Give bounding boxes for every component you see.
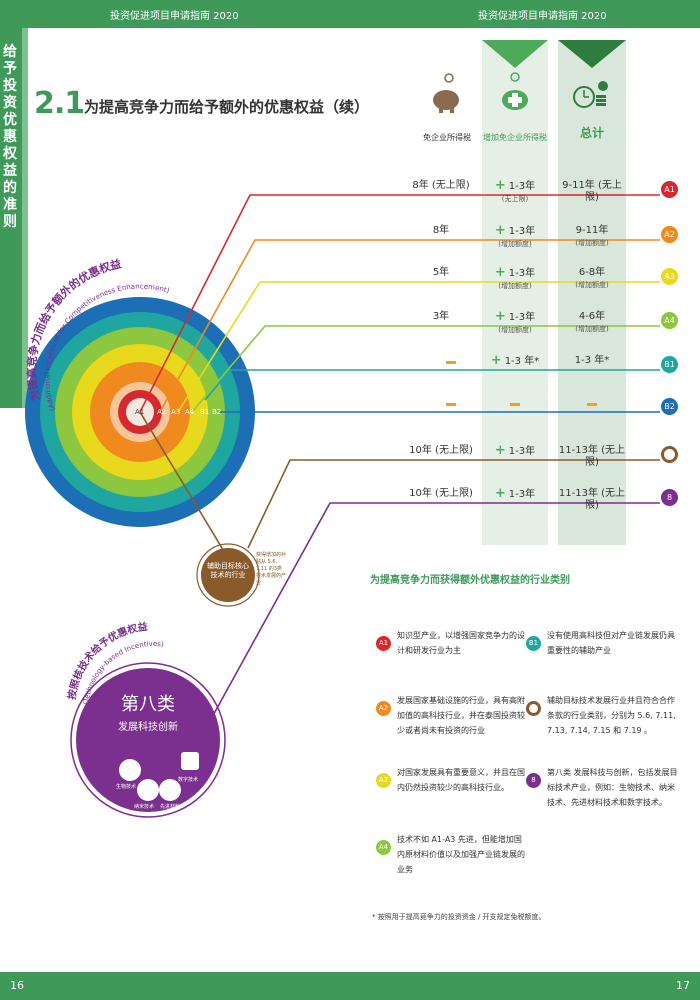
circle-arc-title: 为提高竞争力而给予额外的优惠权益 [24,256,122,402]
row-badge: B2 [661,398,678,415]
tech-arc-title: 按照核技术给予优惠权益 [65,620,148,701]
row-c1: 10年 (无上限) [409,445,473,456]
tech-icon-label-nano: 纳米技术 [134,804,155,810]
row-badge [661,446,678,463]
row-c1: 5年 [432,267,450,278]
row-c2: +1-3年 (增加额度) [494,309,536,334]
line-brown-link [139,411,229,559]
row-c1-dash [446,403,456,406]
row-c2: +1-3年 (无上限) [494,178,536,203]
side-tab-title: 给予投资优惠权益的准则 [3,44,17,230]
legend-badge: 8 [526,773,541,788]
row-badge: A2 [661,226,678,243]
column-total-bg [558,40,626,545]
legend-text: 技术不如 A1-A3 先进，但能增加国内原材料价值以及加强产业链发展的业务 [397,835,525,874]
nano-icon [137,779,159,801]
legend-badge: A2 [376,701,391,716]
legend-text: 辅助目标技术发展行业并且符合合作条款的行业类别，分别为 5.6, 7.11, 7… [547,696,676,735]
legend-badge: A3 [376,773,391,788]
section-title: 为提高竞争力而给予额外的优惠权益（续） [84,98,370,116]
column-header-3: 总计 [579,126,604,140]
row-badge: B1 [661,356,678,373]
row-c3-dash [587,403,597,406]
header-left: 投资促进项目申请指南 2020 [110,11,239,22]
circle-label-a3: A3 [171,408,181,416]
biotech-icon [119,759,141,781]
column-header-2: 增加免企业所得税 [483,133,547,142]
legend-text: 第八类 发展科技与创新，包括发展目标技术产业，例如：生物技术、纳米技术、先进材料… [547,768,678,807]
row-c1: 8年 [432,225,450,236]
brown-node-caption: 获得增加的补贴从 5.6, 7.11 的3类技术发展的产业 [256,552,287,586]
circle-arc-subtitle: (Additional Incentives for Competitivene… [43,282,170,412]
row-c1-dash [446,361,456,364]
tech-icon-label-bio: 生物技术 [116,784,137,790]
page-number-left: 16 [10,979,24,992]
circle-label-a2: A2 [157,408,167,416]
row-c2: +1-3年 (增加额度) [494,265,536,290]
row-c1: 8年 (无上限) [412,180,470,191]
legend-badge: A4 [376,840,391,855]
side-tab [0,28,22,408]
row-c3: 4-6年 (增加额度) [575,311,609,333]
brown-node-label: 辅助目标核心技术的行业 [207,562,249,579]
legend-badge: A1 [376,636,391,651]
row-c1: 10年 (无上限) [409,488,473,499]
side-accent [22,28,28,408]
circle-label-b1: B1 [200,408,210,416]
tech-icon-label-digital: 数字技术 [178,777,199,783]
row-c2: +1-3年 (增加额度) [494,223,536,248]
footnote: * 按照用于提高竞争力的投资资金 / 开支规定免税额度。 [372,913,546,921]
tech-subtitle: 发展科技创新 [118,722,178,733]
legend-text: 对国家发展具有重要意义，并且在国内仍然投资较少的高科技行业。 [397,768,525,792]
row-c2-dash [510,403,520,406]
tech-icon-label-material: 先进材料 [160,804,181,810]
digital-icon [181,752,199,770]
circle-label-b2: B2 [212,408,222,416]
column-header-1: 免企业所得税 [423,133,471,142]
tech-title: 第八类 [121,694,175,715]
footer-bar: 16 17 [0,972,700,1000]
header-right: 投资促进项目申请指南 2020 [478,11,607,22]
legend-badge [526,701,541,716]
piggy-bank-icon [433,73,459,113]
row-c3: 6-8年 (增加额度) [575,267,609,289]
row-c3: 9-11年 (增加额度) [575,225,609,247]
row-c3: 11-13年 (无上限) [558,488,626,511]
legend-badge: B1 [526,636,541,651]
row-c1: 3年 [432,311,450,322]
row-badge: A4 [661,312,678,329]
circle-label-a4: A4 [185,408,195,416]
row-c2: +1-3年 [494,443,536,458]
legend-text: 发展国家基础设施的行业，具有高附加值的高科技行业，并在泰国投资较少或者尚未有投资… [397,696,525,735]
page-number-right: 17 [676,979,690,992]
circle-label-a1: A1 [135,408,145,416]
row-c2: +1-3年 [494,486,536,501]
column-additional-bg [482,40,548,545]
header-bar: 投资促进项目申请指南 2020 投资促进项目申请指南 2020 [0,0,700,28]
row-c2: +1-3 年* [490,353,540,368]
row-badge: A3 [661,268,678,285]
row-c3: 11-13年 (无上限) [558,445,626,468]
row-c3: 1-3 年* [574,355,610,366]
legend-title: 为提高竞争力而获得额外优惠权益的行业类别 [370,575,570,586]
row-badge: 8 [661,489,678,506]
row-c3: 9-11年 (无上限) [562,180,622,203]
legend-text: 没有使用高科技但对产业链发展仍具重要性的辅助产业 [547,631,675,655]
legend-text: 知识型产业，以增强国家竞争力的设计和研发行业为主 [397,631,525,655]
section-number: 2.1 [34,86,85,121]
row-badge: A1 [661,181,678,198]
